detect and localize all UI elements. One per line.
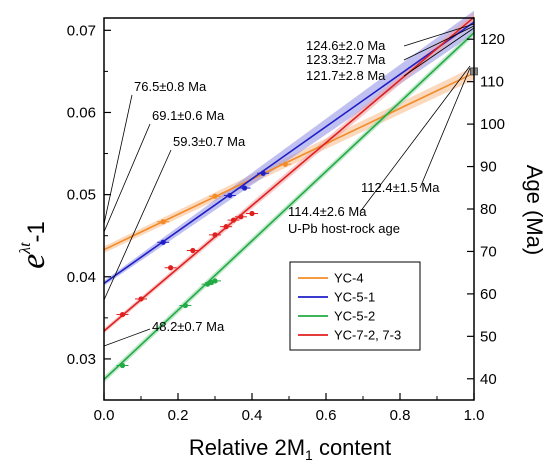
point-0-2	[282, 161, 288, 167]
y-left-tick-label-0: 0.03	[67, 351, 96, 368]
x-tick-label-4: 0.8	[390, 407, 411, 424]
legend-label-0: YC-4	[334, 271, 364, 286]
annotation-48-2: 48.2±0.7 Ma	[152, 319, 225, 334]
annotation-leader-7	[419, 67, 471, 189]
point-0-0	[160, 219, 166, 225]
annotation-124-6: 124.6±2.0 Ma	[306, 38, 386, 53]
y-right-tick-label-7: 110	[480, 74, 504, 91]
legend-label-2: YC-5-2	[334, 309, 375, 324]
annotation-76-5: 76.5±0.8 Ma	[134, 79, 207, 94]
y-left-tick-label-3: 0.06	[67, 104, 96, 121]
annotation-leaders	[103, 23, 475, 347]
line-1	[103, 21, 475, 284]
y-left-tick-label-4: 0.07	[67, 22, 96, 39]
regression-lines	[103, 16, 475, 381]
annotation-leader-5	[403, 25, 475, 61]
x-tick-label-0: 0.0	[94, 407, 115, 424]
legend: YC-4 YC-5-1 YC-5-2 YC-7-2, 7-3	[289, 261, 421, 351]
y-left-tick-labels: 0.03 0.04 0.05 0.06 0.07	[67, 22, 96, 368]
y-left-tick-label-1: 0.04	[67, 269, 96, 286]
annotation-leader-1	[103, 123, 151, 233]
x-tick-labels: 0.0 0.2 0.4 0.6 0.8 1.0	[94, 407, 485, 424]
x-axis-title: Relative 2M1 content	[189, 435, 391, 463]
annotation-69-1: 69.1±0.6 Ma	[152, 108, 225, 123]
point-3-3	[190, 247, 196, 254]
annotation-host-rock: U-Pb host-rock age	[288, 221, 400, 236]
point-2-0	[119, 362, 126, 369]
annotation-leader-4	[403, 23, 475, 47]
point-0-1	[212, 193, 218, 199]
point-3-7	[238, 214, 244, 220]
point-3-6	[230, 217, 237, 223]
annotation-leader-3	[103, 328, 151, 347]
point-3-5	[223, 224, 229, 230]
legend-label-3: YC-7-2, 7-3	[334, 328, 401, 343]
y-right-axis-title: Age (Ma)	[522, 165, 547, 255]
point-2-1	[182, 302, 188, 309]
point-1-1	[227, 192, 233, 199]
point-2-4	[212, 278, 218, 284]
annotation-59-3: 59.3±0.7 Ma	[173, 134, 246, 149]
point-3-4	[212, 232, 218, 238]
line-2	[103, 32, 475, 381]
y-right-tick-label-3: 70	[480, 243, 497, 260]
annotation-121-7: 121.7±2.8 Ma	[306, 68, 386, 83]
point-3-8	[249, 210, 255, 217]
legend-label-1: YC-5-1	[334, 290, 375, 305]
annotation-leader-0	[103, 94, 133, 225]
y-right-tick-label-8: 120	[480, 31, 505, 48]
x-tick-label-1: 0.2	[168, 407, 189, 424]
axis-ticks	[103, 29, 475, 401]
x-tick-label-2: 0.4	[242, 407, 263, 424]
annotation-112-4: 112.4±1.5 Ma	[361, 180, 440, 195]
y-right-tick-label-0: 40	[480, 371, 497, 388]
line-0	[103, 72, 475, 251]
y-right-tick-label-1: 50	[480, 328, 497, 345]
line-3	[103, 16, 475, 332]
band-1	[104, 10, 474, 286]
point-3-1	[138, 296, 144, 302]
y-right-tick-label-2: 60	[480, 286, 497, 303]
annotation-leader-2	[103, 149, 172, 301]
point-1-2	[242, 185, 248, 191]
y-right-tick-label-6: 100	[480, 116, 505, 133]
annotation-leader-8	[359, 65, 471, 213]
point-3-0	[119, 311, 126, 318]
x-tick-label-5: 1.0	[464, 407, 485, 424]
annotations: 76.5±0.8 Ma 69.1±0.6 Ma 59.3±0.7 Ma 48.2…	[134, 38, 440, 334]
annotation-leader-6	[403, 27, 475, 77]
annotation-114-4: 114.4±2.6 Ma	[288, 204, 367, 219]
point-3-2	[168, 265, 174, 271]
y-right-tick-label-5: 90	[480, 159, 497, 176]
point-1-3	[260, 170, 266, 176]
y-left-tick-label-2: 0.05	[67, 187, 96, 204]
point-1-0	[160, 239, 166, 245]
y-right-tick-label-4: 80	[480, 201, 497, 218]
x-tick-label-3: 0.6	[316, 407, 337, 424]
y-right-tick-labels: 40 50 60 70 80 90 100 110 120	[480, 31, 505, 388]
annotation-123-3: 123.3±2.7 Ma	[306, 52, 386, 67]
y-left-axis-title: eλt-1	[15, 221, 52, 269]
